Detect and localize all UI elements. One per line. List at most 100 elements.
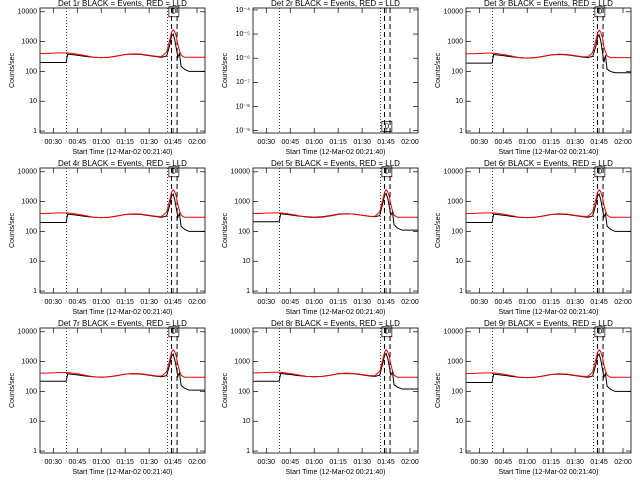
y-tick-label: 10000 (444, 329, 464, 336)
y-tick-label: 10 (455, 418, 463, 425)
plot-frame (39, 7, 206, 134)
y-tick-label: 100 (25, 228, 37, 235)
x-tick-label: 01:30 (566, 459, 584, 466)
x-tick-label: 00:30 (471, 459, 489, 466)
y-axis-title: Counts/sec (222, 212, 229, 248)
y-tick-label: 100 (238, 228, 250, 235)
y-axis-title: Counts/sec (9, 372, 16, 408)
annotation-box (594, 166, 606, 178)
x-tick-label: 01:15 (542, 299, 560, 306)
x-tick-label: 00:45 (68, 459, 86, 466)
x-axis-title: Start Time (12-Mar-02 00:21:40) (499, 309, 599, 316)
x-tick-label: 00:30 (471, 299, 489, 306)
annotation-box (381, 121, 393, 132)
y-tick-label: 100 (238, 388, 250, 395)
x-tick-label: 00:45 (281, 139, 299, 146)
x-tick-label: 00:45 (68, 139, 86, 146)
annotation-box (168, 6, 180, 18)
annotation-label: D (384, 169, 389, 176)
plot-frame (252, 167, 419, 294)
x-tick-label: 00:30 (471, 139, 489, 146)
y-tick-label: 1000 (21, 38, 37, 45)
x-tick-label: 00:45 (281, 459, 299, 466)
y-tick-label: 1000 (447, 198, 463, 205)
y-tick-label: 10⁻⁶ (236, 55, 250, 62)
y-tick-label: 10⁻⁵ (236, 31, 250, 38)
x-tick-label: 01:00 (92, 139, 110, 146)
annotation-label: D (597, 169, 602, 176)
series-line (40, 188, 205, 219)
y-tick-label: 10000 (231, 329, 251, 336)
x-tick-label: 01:30 (353, 299, 371, 306)
y-axis-title: Counts/sec (9, 52, 16, 88)
y-tick-label: 1000 (21, 198, 37, 205)
x-tick-label: 02:00 (614, 139, 632, 146)
x-tick-label: 01:15 (329, 299, 347, 306)
panel-title: Det 5r BLACK = Events, RED = LLD (271, 159, 400, 168)
x-tick-label: 00:30 (258, 139, 276, 146)
annotation-box (381, 326, 393, 338)
x-tick-label: 01:30 (566, 139, 584, 146)
y-tick-label: 10000 (18, 169, 38, 176)
series-line (466, 348, 631, 379)
y-tick-label: 100 (451, 388, 463, 395)
y-tick-label: 1 (246, 448, 250, 455)
x-tick-label: 00:45 (494, 299, 512, 306)
x-tick-label: 01:00 (305, 139, 323, 146)
x-tick-label: 02:00 (401, 299, 419, 306)
x-tick-label: 01:45 (377, 139, 395, 146)
x-tick-label: 01:45 (164, 459, 182, 466)
x-tick-label: 02:00 (401, 139, 419, 146)
annotation-label: D (171, 9, 176, 16)
x-tick-label: 01:45 (590, 139, 608, 146)
x-tick-label: 01:15 (116, 139, 134, 146)
x-axis-title: Start Time (12-Mar-02 00:21:40) (286, 469, 386, 476)
y-tick-label: 10 (455, 258, 463, 265)
x-tick-label: 01:45 (377, 459, 395, 466)
y-tick-label: 1 (33, 448, 37, 455)
y-tick-label: 10000 (231, 169, 251, 176)
x-tick-label: 02:00 (614, 299, 632, 306)
y-axis-title: Counts/sec (222, 52, 229, 88)
y-tick-label: 10⁻⁹ (236, 128, 250, 135)
x-tick-label: 01:15 (542, 139, 560, 146)
x-tick-label: 00:30 (45, 139, 63, 146)
x-tick-label: 01:00 (305, 299, 323, 306)
x-tick-label: 01:15 (329, 459, 347, 466)
x-tick-label: 00:45 (281, 299, 299, 306)
plot-frame (465, 167, 632, 294)
y-axis-title: Counts/sec (222, 372, 229, 408)
y-tick-label: 10000 (18, 329, 38, 336)
x-tick-label: 01:45 (590, 459, 608, 466)
x-tick-label: 01:15 (542, 459, 560, 466)
y-tick-label: 10 (455, 98, 463, 105)
y-tick-label: 1 (33, 128, 37, 135)
y-axis-title: Counts/sec (9, 212, 16, 248)
annotation-label: D (384, 329, 389, 336)
x-tick-label: 00:45 (494, 139, 512, 146)
y-tick-label: 100 (25, 68, 37, 75)
panel-title: Det 8r BLACK = Events, RED = LLD (271, 319, 400, 328)
y-tick-label: 10000 (444, 169, 464, 176)
y-tick-label: 10⁻⁷ (236, 79, 250, 86)
y-tick-label: 100 (451, 228, 463, 235)
y-tick-label: 1 (459, 448, 463, 455)
x-tick-label: 01:45 (164, 299, 182, 306)
y-tick-label: 1 (246, 288, 250, 295)
series-line (40, 28, 205, 59)
x-axis-title: Start Time (12-Mar-02 00:21:40) (73, 469, 173, 476)
y-tick-label: 10 (29, 258, 37, 265)
y-axis-title: Counts/sec (435, 52, 442, 88)
annotation-box (381, 166, 393, 178)
y-tick-label: 100 (25, 388, 37, 395)
annotation-label: D (171, 169, 176, 176)
x-tick-label: 01:15 (329, 139, 347, 146)
plot-frame (252, 327, 419, 454)
plot-frame (252, 7, 419, 134)
x-tick-label: 02:00 (188, 299, 206, 306)
x-tick-label: 01:00 (518, 459, 536, 466)
y-tick-label: 10000 (444, 9, 464, 16)
plot-frame (465, 7, 632, 134)
panel-title: Det 4r BLACK = Events, RED = LLD (58, 159, 187, 168)
